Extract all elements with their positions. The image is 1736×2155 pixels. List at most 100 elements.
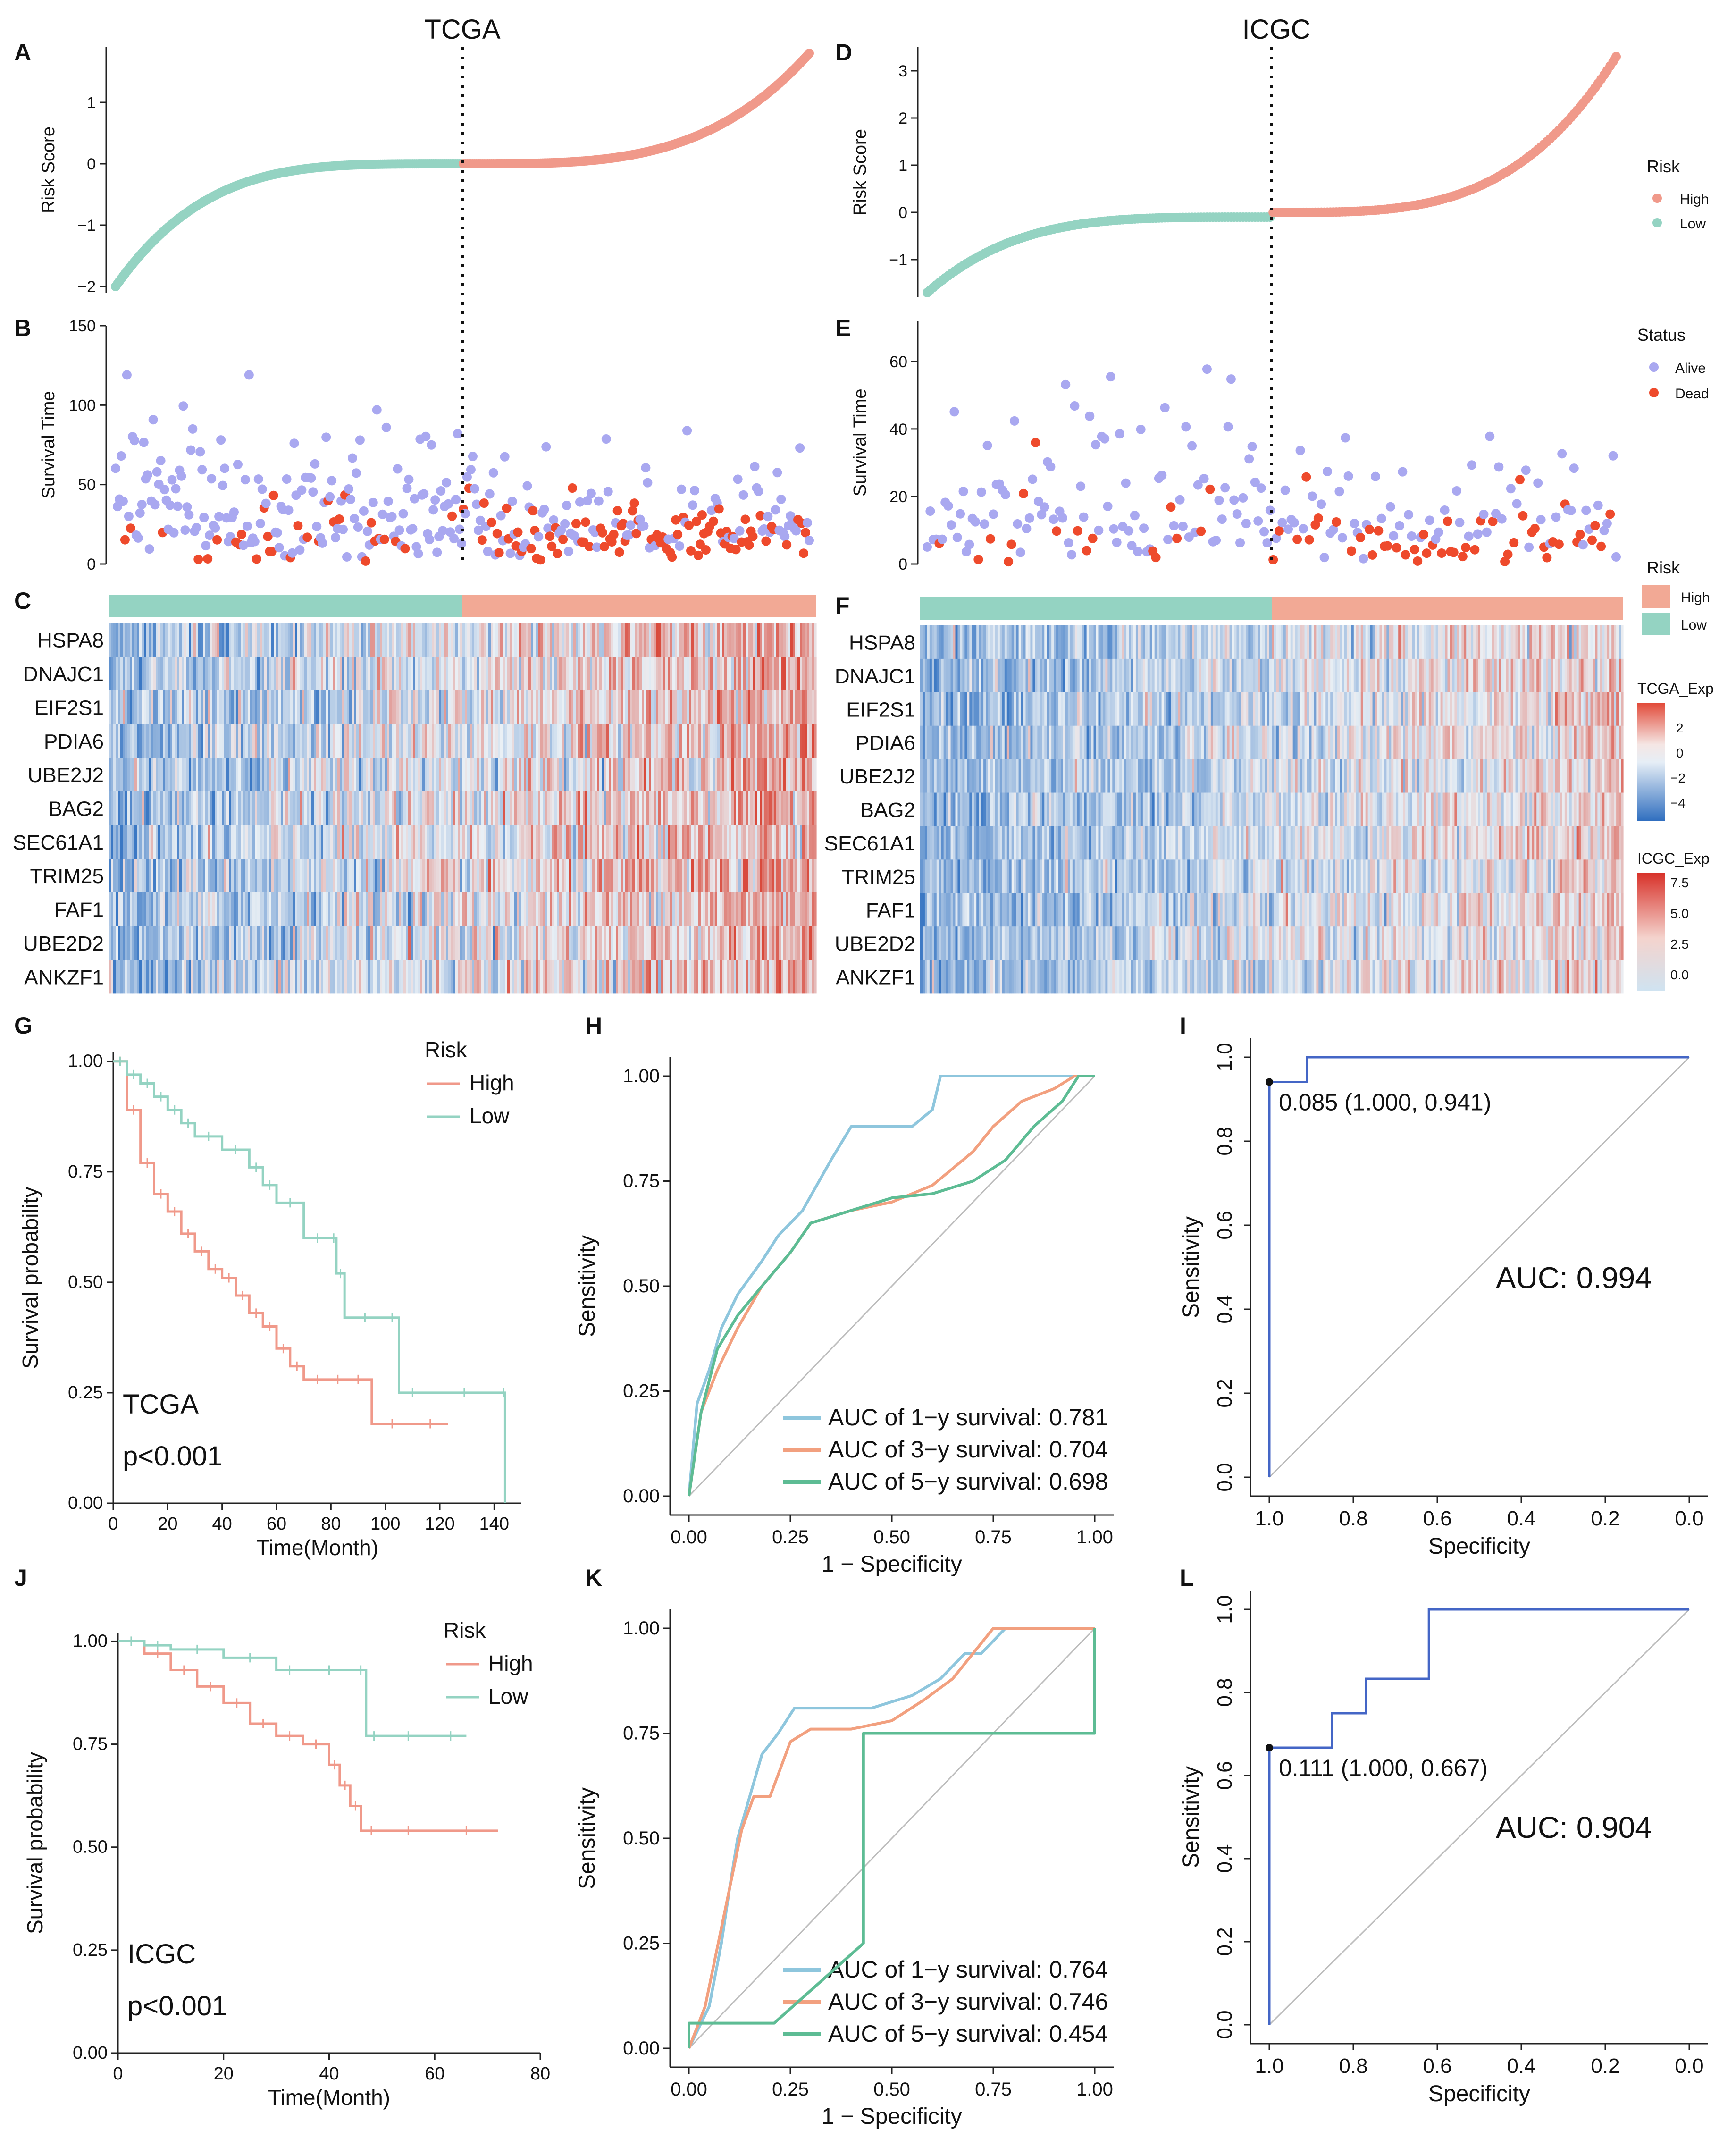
heat-cell xyxy=(314,657,317,691)
alive-point xyxy=(1521,465,1531,475)
alive-point xyxy=(1169,521,1179,530)
heat-cell xyxy=(153,690,156,724)
dead-point xyxy=(612,506,622,516)
heat-cell xyxy=(531,758,534,792)
heat-cell xyxy=(125,724,128,758)
heat-cell xyxy=(583,892,586,926)
heat-cell xyxy=(491,892,494,926)
heat-cell xyxy=(557,926,560,960)
dead-point xyxy=(693,550,703,560)
heat-cell xyxy=(462,724,465,758)
heat-cell xyxy=(493,690,496,724)
heat-cell xyxy=(321,960,324,994)
heat-cell xyxy=(153,825,156,859)
heat-cell xyxy=(578,724,581,758)
heat-cell xyxy=(786,724,788,758)
heat-cell xyxy=(597,623,600,657)
heat-cell xyxy=(165,758,168,792)
heat-cell xyxy=(1044,625,1047,659)
heat-cell xyxy=(613,859,616,893)
heat-cell xyxy=(554,657,557,691)
heat-cell xyxy=(234,825,236,859)
heat-cell xyxy=(797,690,800,724)
heat-cell xyxy=(163,791,166,825)
heat-cell xyxy=(552,623,555,657)
heat-cell xyxy=(139,758,142,792)
heat-cell xyxy=(1503,625,1507,659)
heat-cell xyxy=(427,859,430,893)
alive-point xyxy=(1094,525,1104,535)
heat-cell xyxy=(540,926,543,960)
heat-cell xyxy=(1201,625,1204,659)
heat-cell xyxy=(425,657,428,691)
heat-cell xyxy=(1246,625,1249,659)
dead-point xyxy=(1542,553,1552,563)
alive-point xyxy=(210,523,220,533)
heat-cell xyxy=(729,657,732,691)
heat-cell xyxy=(1461,625,1464,659)
heat-cell xyxy=(672,758,675,792)
heat-cell xyxy=(1621,625,1624,659)
heat-cell xyxy=(604,690,607,724)
heat-cell xyxy=(805,825,807,859)
heat-cell xyxy=(658,758,661,792)
heat-cell xyxy=(255,825,258,859)
heat-cell xyxy=(609,791,612,825)
dead-point xyxy=(686,546,696,556)
heat-cell xyxy=(536,623,538,657)
heat-cell xyxy=(295,926,298,960)
heat-cell xyxy=(623,859,626,893)
heat-cell xyxy=(208,926,210,960)
heat-cell xyxy=(964,658,967,693)
heat-cell xyxy=(543,892,545,926)
heat-cell xyxy=(146,690,149,724)
heat-cell xyxy=(382,758,385,792)
heat-cell xyxy=(623,690,626,724)
heat-cell xyxy=(458,690,461,724)
heat-cell xyxy=(1145,625,1148,659)
heat-cell xyxy=(418,791,420,825)
heat-cell xyxy=(746,690,748,724)
dead-point xyxy=(1442,516,1452,526)
heat-cell xyxy=(307,825,310,859)
heat-cell xyxy=(793,825,796,859)
heat-cell xyxy=(328,758,331,792)
heat-cell xyxy=(800,758,803,792)
heat-cell xyxy=(385,960,387,994)
heat-cell xyxy=(278,960,281,994)
alive-point xyxy=(318,538,327,548)
heat-cell xyxy=(684,825,687,859)
heat-cell xyxy=(656,623,659,657)
heat-cell xyxy=(257,724,260,758)
heat-cell xyxy=(370,859,373,893)
heat-cell xyxy=(335,791,338,825)
heat-cell xyxy=(288,892,291,926)
heat-cell xyxy=(467,926,470,960)
heat-cell xyxy=(538,926,541,960)
heat-cell xyxy=(179,623,182,657)
heat-cell xyxy=(587,926,590,960)
heat-cell xyxy=(503,926,505,960)
alive-point xyxy=(1127,541,1137,551)
heat-cell xyxy=(701,758,704,792)
heat-cell xyxy=(708,758,711,792)
heat-cell xyxy=(116,724,118,758)
heat-cell xyxy=(120,724,123,758)
heat-cell xyxy=(571,690,574,724)
heat-cell xyxy=(321,657,324,691)
heat-cell xyxy=(234,690,236,724)
heat-cell xyxy=(368,657,371,691)
heat-cell xyxy=(967,658,970,693)
heat-cell xyxy=(750,825,753,859)
heat-cell xyxy=(1119,658,1122,693)
heat-cell xyxy=(304,690,307,724)
heat-cell xyxy=(767,825,770,859)
heat-cell xyxy=(713,791,715,825)
heat-cell xyxy=(807,791,810,825)
heat-cell xyxy=(262,960,265,994)
heat-cell xyxy=(113,758,116,792)
heat-cell xyxy=(746,825,748,859)
heat-cell xyxy=(621,825,623,859)
alive-point xyxy=(1133,547,1143,556)
heat-cell xyxy=(481,825,484,859)
